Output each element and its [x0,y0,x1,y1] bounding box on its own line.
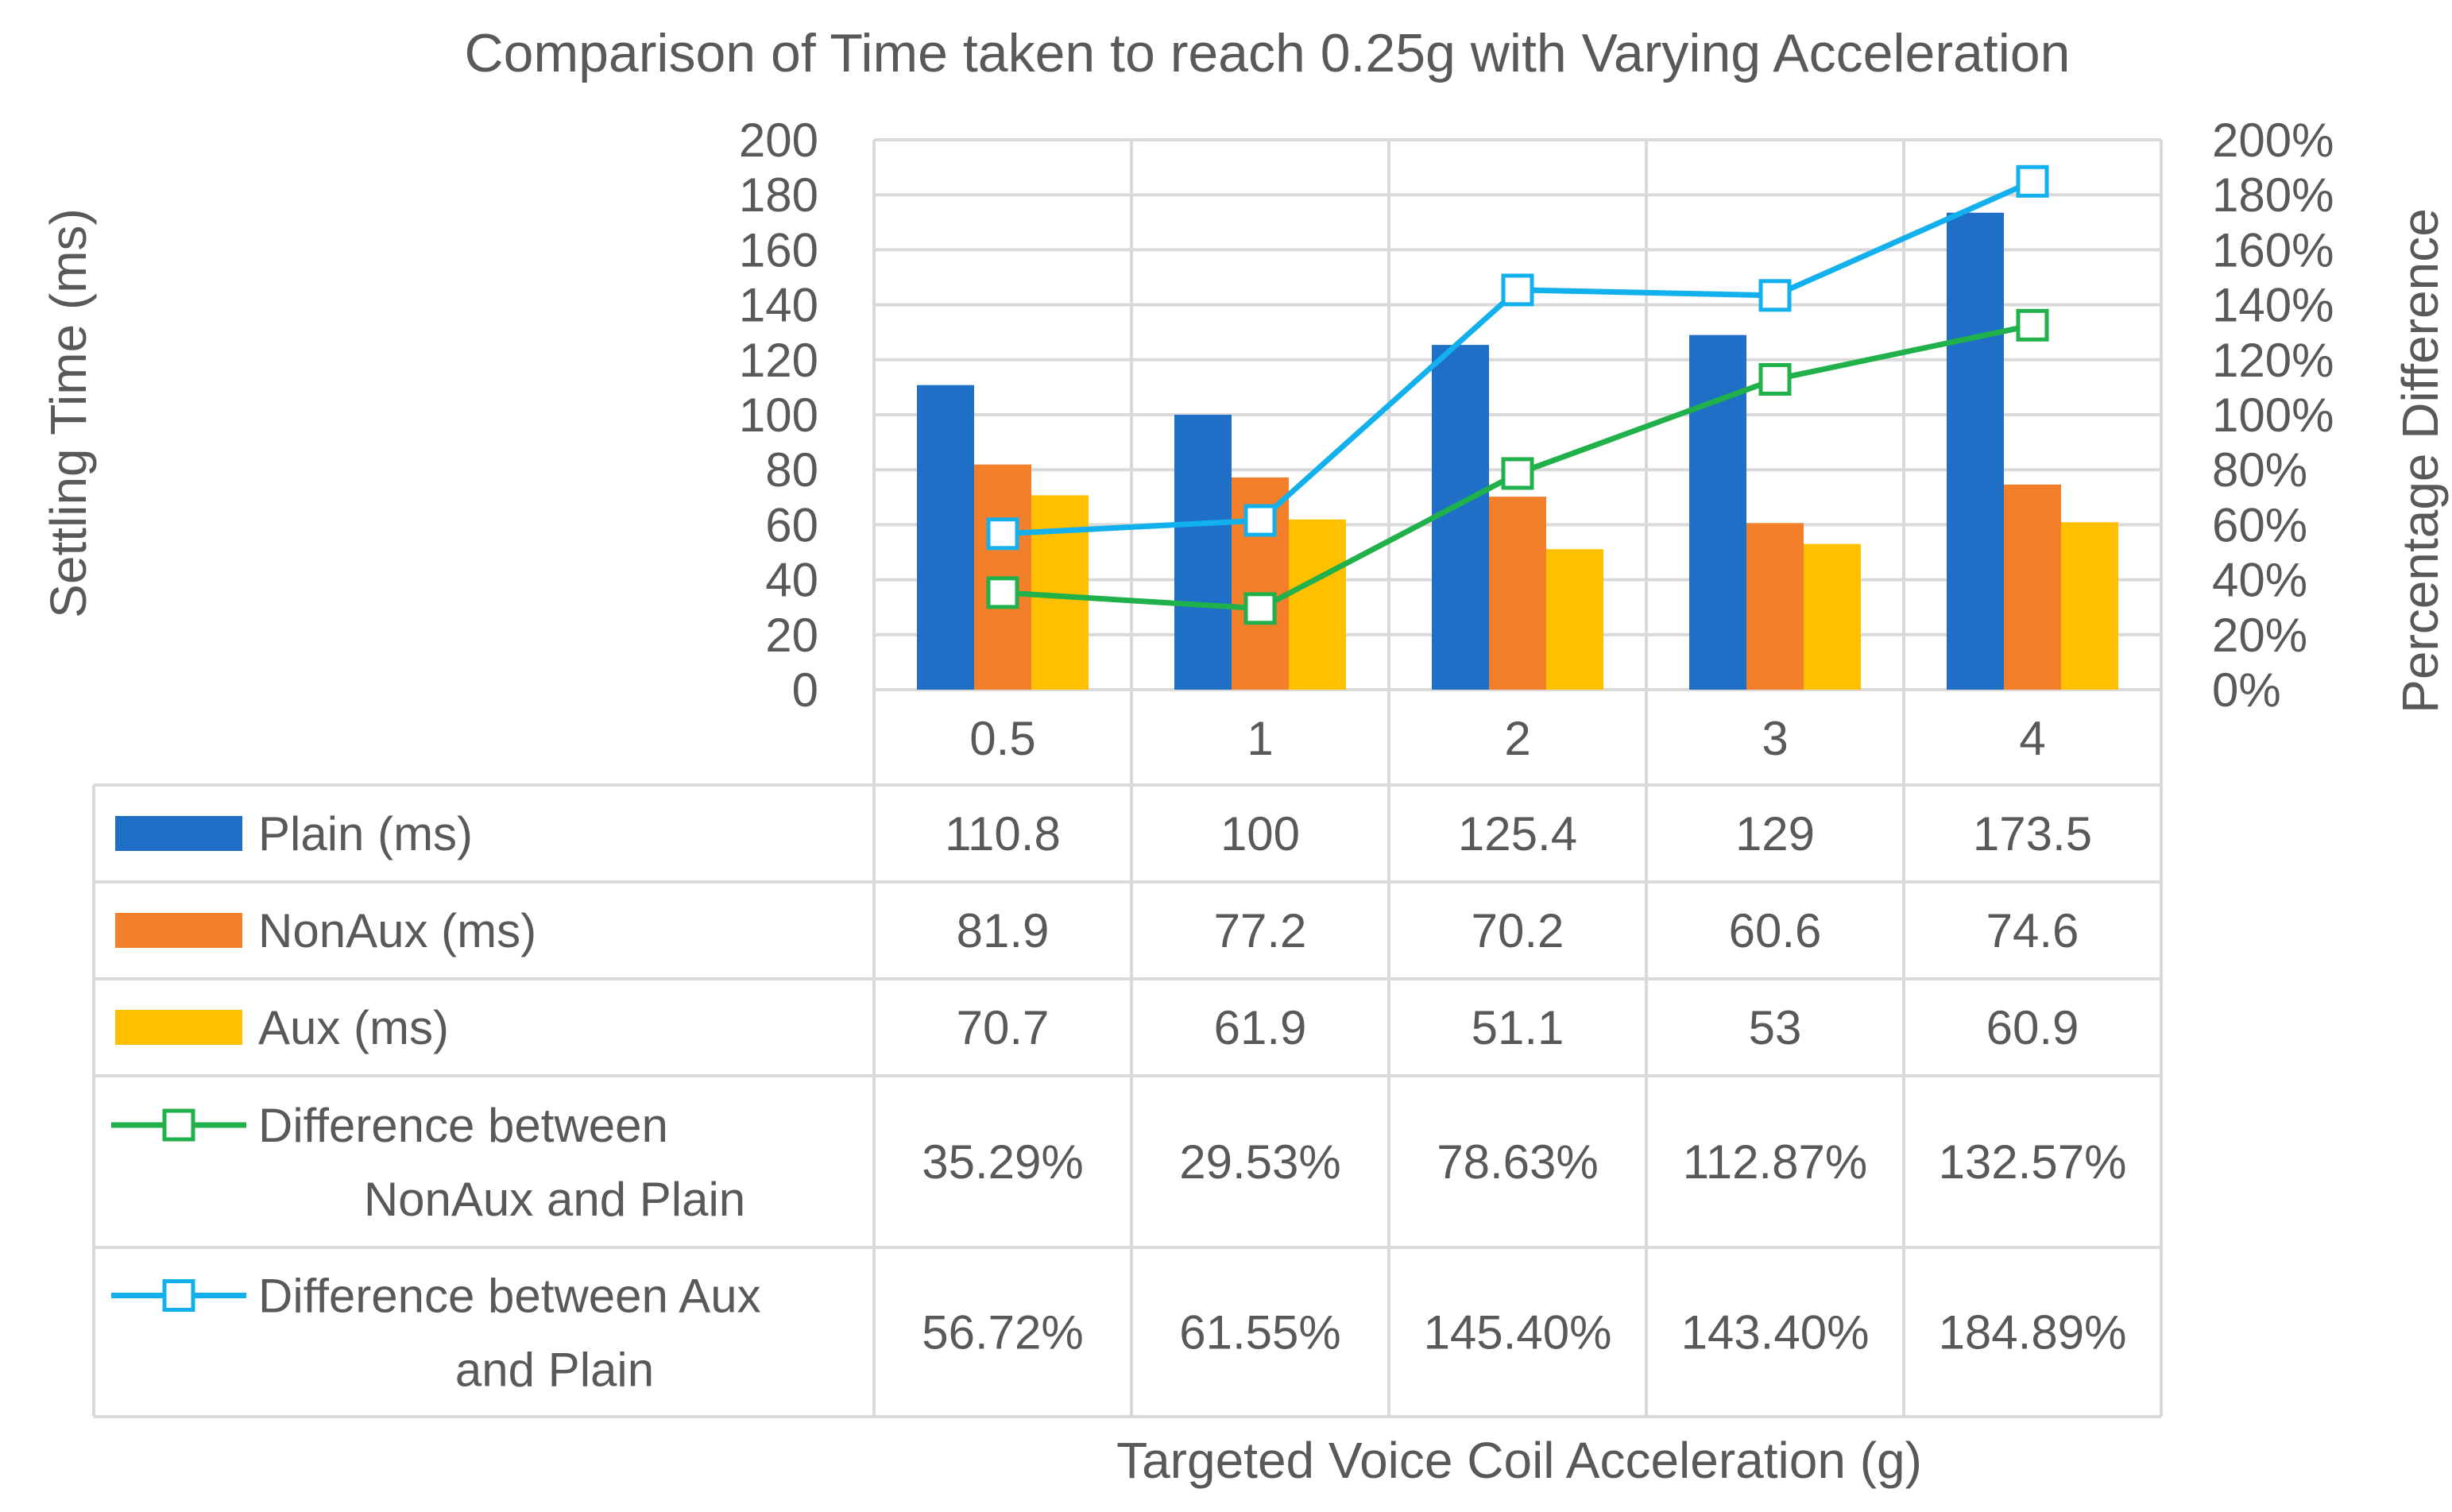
line-marker [986,576,1019,609]
bar [1689,334,1746,690]
table-cell: 70.2 [1472,904,1564,957]
table-cell: 132.57% [1939,1135,2127,1189]
bars [917,212,2118,690]
y2-tick-label: 0% [2212,663,2281,717]
y-tick-label: 100 [739,389,818,442]
table-cell: 112.87% [1683,1135,1867,1189]
y-tick-label: 160 [739,223,818,276]
y-tick-label: 120 [739,334,818,387]
table-cell: 60.9 [1986,1001,2079,1054]
table-cell: 51.1 [1472,1001,1564,1054]
line-marker [1501,457,1534,490]
line-marker [1758,279,1792,312]
y-tick-label: 20 [765,609,818,662]
table-cell: 184.89% [1939,1306,2127,1359]
y-tick-label: 80 [765,443,818,497]
y2-axis-label: Percentage Difference [2392,208,2449,713]
bar [917,385,974,690]
bar [1432,345,1489,690]
y-tick-label: 40 [765,554,818,607]
y2-tick-label: 140% [2212,279,2334,332]
y2-tick-label: 40% [2212,554,2307,607]
y2-tick-label: 120% [2212,334,2334,387]
y2-tick-label: 200% [2212,114,2334,167]
legend-label: and Plain [455,1344,654,1397]
table-cell: 61.55% [1179,1306,1341,1359]
line-marker [1243,504,1277,537]
line-marker [2016,164,2049,198]
chart-title: Comparison of Time taken to reach 0.25g … [465,23,2071,83]
table-cell: 61.9 [1214,1001,1307,1054]
x-tick-label: 3 [1762,712,1788,765]
table-cell: 81.9 [957,904,1050,957]
line-marker [1243,592,1277,625]
legend-key [115,913,242,948]
bar [1174,415,1232,690]
line-marker [1501,273,1534,307]
table-cell: 145.40% [1424,1306,1612,1359]
table-cell: 56.72% [922,1306,1084,1359]
bar [1804,543,1861,690]
x-tick-label: 0.5 [969,712,1035,765]
legend-label: Difference between Aux [258,1270,761,1323]
table-cell: 60.6 [1729,904,1822,957]
y2-tick-label: 20% [2212,609,2307,662]
lines [986,164,2049,625]
bar [1289,519,1346,690]
table-cell: 29.53% [1179,1135,1341,1189]
table-cell: 53 [1749,1001,1802,1054]
x-tick-label: 1 [1247,712,1273,765]
y-tick-label: 200 [739,114,818,167]
y2-tick-label: 180% [2212,168,2334,222]
bar [2061,522,2118,690]
y-tick-label: 60 [765,498,818,551]
legend-label: Plain (ms) [258,807,473,860]
table-cell: 74.6 [1986,904,2079,957]
y-tick-label: 140 [739,279,818,332]
table-cell: 129 [1735,807,1815,860]
table-cell: 77.2 [1214,904,1307,957]
legend-key-marker [162,1279,195,1312]
line-marker [986,517,1019,551]
legend-label: NonAux and Plain [364,1173,745,1226]
y2-tick-label: 60% [2212,498,2307,551]
line-marker [2016,308,2049,342]
bar [1947,212,2004,690]
table-cell: 78.63% [1437,1135,1599,1189]
table-cell: 110.8 [945,807,1061,860]
bar [1546,549,1603,690]
legend-label: Difference between [258,1099,668,1152]
table-cell: 35.29% [922,1135,1084,1189]
legend-key [115,1010,242,1045]
bar [1489,497,1546,690]
y-axis-label: Settling Time (ms) [40,208,97,618]
legend-key-marker [162,1108,195,1142]
y2-tick-label: 80% [2212,443,2307,497]
data-table: Plain (ms) 110.8 100 125.4 129 173.5 NonAux (m… [111,807,2126,1397]
bar [2004,484,2061,690]
bar [1746,523,1804,690]
legend-label: Aux (ms) [258,1001,449,1054]
y-tick-label: 180 [739,168,818,222]
table-cell: 143.40% [1681,1306,1870,1359]
table-cell: 100 [1220,807,1300,860]
x-tick-label: 4 [2019,712,2045,765]
x-tick-label: 2 [1504,712,1530,765]
y-tick-label: 0 [792,663,818,717]
x-axis-label: Targeted Voice Coil Acceleration (g) [1116,1432,1922,1489]
table-cell: 173.5 [1973,807,2092,860]
y2-tick-label: 160% [2212,223,2334,276]
table-cell: 70.7 [957,1001,1050,1054]
legend-key [115,816,242,851]
legend-label: NonAux (ms) [258,904,536,957]
y2-tick-label: 100% [2212,389,2334,442]
table-cell: 125.4 [1458,807,1577,860]
line-marker [1758,362,1792,396]
